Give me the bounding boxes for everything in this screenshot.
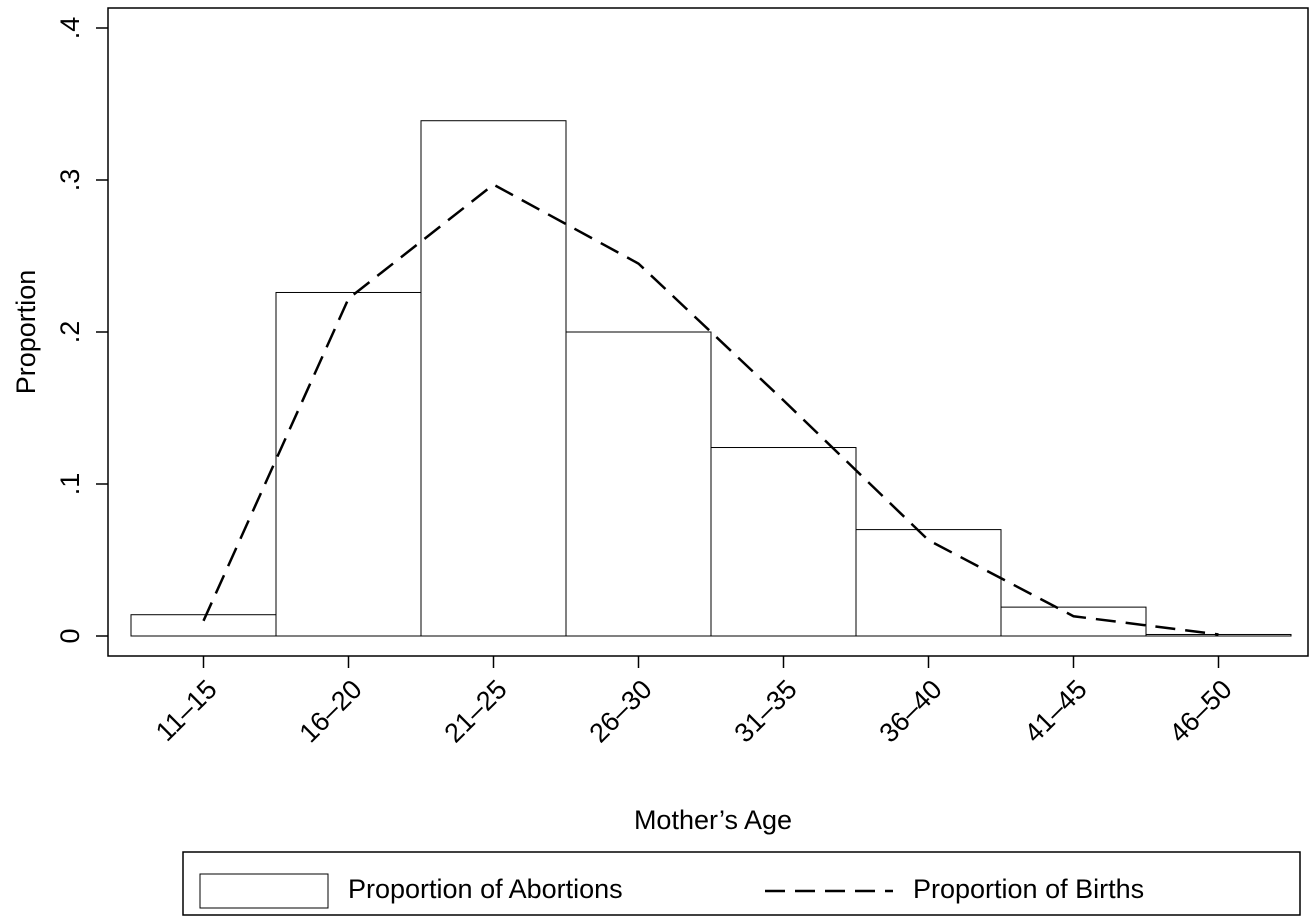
bar xyxy=(1000,606,1147,637)
legend-label: Proportion of Abortions xyxy=(348,874,623,904)
y-tick-label: .3 xyxy=(55,169,85,192)
legend-box xyxy=(182,851,1301,916)
x-axis-label: Mother’s Age xyxy=(634,805,792,835)
legend-swatch xyxy=(199,873,329,909)
y-tick-label: 0 xyxy=(55,628,85,643)
bar xyxy=(710,447,857,637)
y-tick-label: .1 xyxy=(55,473,85,496)
y-tick-label: .2 xyxy=(55,321,85,344)
plot-frame xyxy=(107,7,1309,657)
bar xyxy=(855,529,1002,637)
line xyxy=(202,183,1219,636)
legend-label: Proportion of Births xyxy=(913,874,1144,904)
bar xyxy=(275,291,422,637)
y-tick-label: .4 xyxy=(55,17,85,40)
y-axis-label: Proportion xyxy=(11,270,41,395)
bar xyxy=(565,331,712,637)
bar xyxy=(420,120,567,637)
bar xyxy=(1145,633,1292,637)
